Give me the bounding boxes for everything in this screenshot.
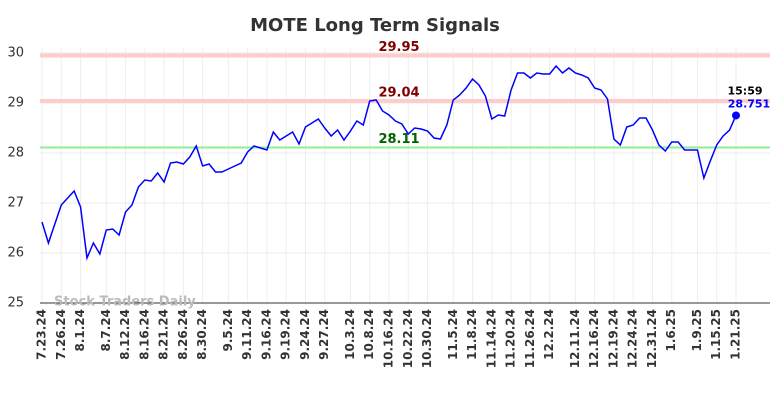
signal-label: 28.11 bbox=[378, 132, 419, 147]
y-tick-label: 28 bbox=[7, 146, 24, 161]
x-tick-label: 8.26.24 bbox=[176, 309, 190, 360]
x-tick-label: 11.8.24 bbox=[465, 309, 479, 360]
x-tick-label: 9.5.24 bbox=[221, 309, 235, 352]
x-tick-label: 8.7.24 bbox=[99, 309, 113, 352]
x-tick-label: 10.30.24 bbox=[420, 309, 434, 368]
y-tick-label: 25 bbox=[7, 296, 24, 311]
x-tick-label: 11.14.24 bbox=[484, 309, 498, 368]
signal-label: 29.95 bbox=[378, 40, 419, 55]
x-tick-label: 10.22.24 bbox=[401, 309, 415, 368]
signal-label: 29.04 bbox=[378, 86, 419, 101]
x-tick-label: 8.1.24 bbox=[73, 309, 87, 352]
x-tick-label: 1.21.25 bbox=[729, 309, 743, 360]
x-tick-label: 12.24.24 bbox=[626, 309, 640, 368]
x-tick-label: 11.20.24 bbox=[504, 309, 518, 368]
x-tick-label: 9.16.24 bbox=[259, 309, 273, 360]
x-tick-label: 12.31.24 bbox=[645, 309, 659, 368]
x-tick-label: 12.2.24 bbox=[542, 309, 556, 360]
x-tick-label: 8.12.24 bbox=[118, 309, 132, 360]
y-tick-label: 27 bbox=[7, 196, 24, 211]
x-tick-label: 12.16.24 bbox=[587, 309, 601, 368]
x-tick-label: 8.30.24 bbox=[195, 309, 209, 360]
x-tick-label: 10.8.24 bbox=[362, 309, 376, 360]
x-tick-label: 1.9.25 bbox=[690, 309, 704, 352]
x-tick-label: 9.24.24 bbox=[298, 309, 312, 360]
chart-title: MOTE Long Term Signals bbox=[250, 15, 500, 36]
x-tick-label: 10.3.24 bbox=[343, 309, 357, 360]
x-tick-label: 9.11.24 bbox=[240, 309, 254, 360]
y-tick-label: 26 bbox=[7, 246, 24, 261]
x-tick-label: 8.21.24 bbox=[157, 309, 171, 360]
x-tick-label: 7.26.24 bbox=[54, 309, 68, 360]
price-line bbox=[41, 64, 737, 261]
watermark: Stock Traders Daily bbox=[54, 295, 196, 310]
x-tick-label: 10.16.24 bbox=[382, 309, 396, 368]
x-tick-label: 8.16.24 bbox=[137, 309, 151, 360]
x-tick-label: 9.27.24 bbox=[317, 309, 331, 360]
last-value-label: 28.751 bbox=[728, 97, 770, 110]
x-tick-label: 7.23.24 bbox=[35, 309, 49, 360]
x-tick-label: 12.11.24 bbox=[568, 309, 582, 368]
x-tick-label: 1.15.25 bbox=[709, 309, 723, 360]
y-tick-label: 30 bbox=[7, 46, 24, 61]
x-tick-label: 12.19.24 bbox=[606, 309, 620, 368]
x-tick-label: 11.26.24 bbox=[523, 309, 537, 368]
y-tick-label: 29 bbox=[7, 96, 24, 111]
last-time-label: 15:59 bbox=[727, 84, 762, 97]
last-point bbox=[732, 111, 740, 120]
x-tick-label: 9.19.24 bbox=[279, 309, 293, 360]
x-tick-label: 11.5.24 bbox=[446, 309, 460, 360]
x-tick-label: 1.6.25 bbox=[664, 309, 678, 352]
